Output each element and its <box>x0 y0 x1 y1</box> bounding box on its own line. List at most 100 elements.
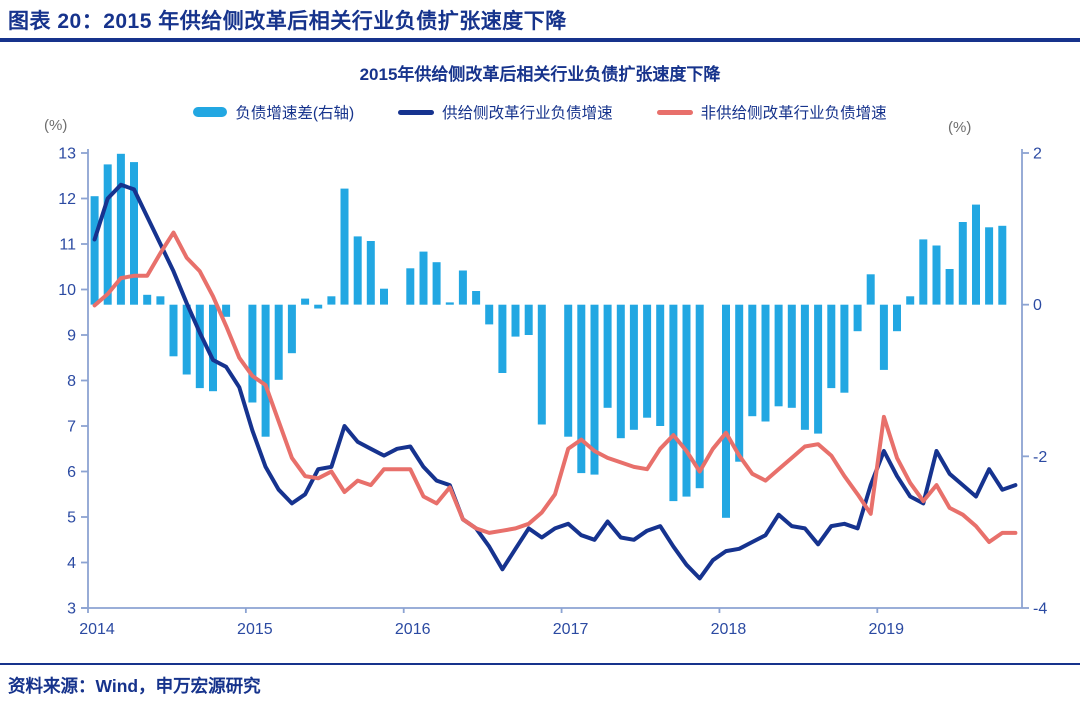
right-axis-tick-label: -2 <box>1033 449 1047 466</box>
bar-debt-growth-gap <box>774 304 783 407</box>
bar-debt-growth-gap <box>419 251 428 305</box>
bar-debt-growth-gap <box>577 304 586 474</box>
bar-debt-growth-gap <box>445 302 454 305</box>
right-axis-tick-label: 2 <box>1033 146 1042 163</box>
bar-debt-growth-gap <box>787 304 796 408</box>
legend-label: 负债增速差(右轴) <box>235 105 355 122</box>
bar-debt-growth-gap <box>195 304 204 389</box>
bar-debt-growth-gap <box>353 236 362 305</box>
bar-debt-growth-gap <box>564 304 573 437</box>
left-axis-tick-label: 12 <box>58 191 76 208</box>
bar-debt-growth-gap <box>537 304 546 425</box>
bar-debt-growth-gap <box>182 304 191 375</box>
bar-debt-growth-gap <box>643 304 652 418</box>
bar-debt-growth-gap <box>669 304 678 502</box>
bar-debt-growth-gap <box>827 304 836 389</box>
x-axis-tick-label: 2018 <box>711 621 747 638</box>
bar-debt-growth-gap <box>682 304 691 497</box>
left-axis-tick-label: 6 <box>67 464 76 481</box>
footer-rule <box>0 663 1080 665</box>
bar-debt-growth-gap <box>879 304 888 370</box>
bar-debt-growth-gap <box>143 294 152 305</box>
x-axis-tick-label: 2014 <box>79 621 115 638</box>
bar-debt-growth-gap <box>958 222 967 305</box>
legend-item-debt-growth-gap: 负债增速差(右轴) <box>193 101 354 123</box>
bar-debt-growth-gap <box>906 296 915 305</box>
chart-legend: 负债增速差(右轴) 供给侧改革行业负债增速 非供给侧改革行业负债增速 <box>0 101 1080 123</box>
bar-debt-growth-gap <box>800 304 809 430</box>
left-axis-tick-label: 7 <box>67 419 76 436</box>
bar-debt-growth-gap <box>274 304 283 380</box>
x-axis-tick-label: 2017 <box>553 621 589 638</box>
left-axis-tick-label: 9 <box>67 328 76 345</box>
bar-debt-growth-gap <box>985 227 994 305</box>
bar-debt-growth-gap <box>853 304 862 332</box>
left-axis-tick-label: 11 <box>59 237 76 254</box>
bar-debt-growth-gap <box>866 274 875 305</box>
left-axis-tick-label: 5 <box>67 510 76 527</box>
bar-debt-growth-gap <box>748 304 757 417</box>
legend-item-supply-side: 供给侧改革行业负债增速 <box>398 101 613 123</box>
bar-debt-growth-gap <box>340 188 349 305</box>
bar-debt-growth-gap <box>380 288 388 305</box>
bar-debt-growth-gap <box>222 304 231 317</box>
bar-debt-growth-gap <box>972 204 980 305</box>
header-rule <box>0 38 1080 42</box>
bar-debt-growth-gap <box>919 239 928 305</box>
legend-item-non-supply-side: 非供给侧改革行业负债增速 <box>656 101 887 123</box>
bar-debt-growth-gap <box>301 298 310 305</box>
bar-debt-growth-gap <box>524 304 533 335</box>
bar-debt-growth-gap <box>116 153 125 305</box>
bar-debt-growth-gap <box>209 304 217 392</box>
x-axis-tick-label: 2015 <box>237 621 273 638</box>
line-swatch-icon <box>656 109 693 115</box>
bar-debt-growth-gap <box>485 304 494 325</box>
bar-debt-growth-gap <box>998 225 1007 305</box>
bar-debt-growth-gap <box>656 304 665 426</box>
bar-debt-growth-gap <box>103 164 112 305</box>
bar-swatch-icon <box>193 107 228 117</box>
bar-debt-growth-gap <box>945 269 954 305</box>
bar-debt-growth-gap <box>130 162 138 305</box>
bar-debt-growth-gap <box>90 196 99 305</box>
legend-label: 非供给侧改革行业负债增速 <box>700 105 887 122</box>
bar-debt-growth-gap <box>248 304 257 403</box>
bar-debt-growth-gap <box>893 304 901 332</box>
line-supply-side <box>92 182 1018 581</box>
left-axis-tick-label: 4 <box>67 555 76 572</box>
source-note: 资料来源：Wind，申万宏源研究 <box>8 676 261 696</box>
right-axis-unit: (%) <box>948 119 972 136</box>
left-axis-tick-label: 8 <box>67 373 76 390</box>
bar-debt-growth-gap <box>735 304 744 462</box>
bar-debt-growth-gap <box>261 304 270 437</box>
legend-label: 供给侧改革行业负债增速 <box>442 105 613 122</box>
bar-debt-growth-gap <box>590 304 599 475</box>
line-swatch-icon <box>398 109 435 115</box>
right-axis-tick-label: 0 <box>1033 297 1042 314</box>
chart-title: 2015年供给侧改革后相关行业负债扩张速度下降 <box>359 65 721 84</box>
bar-debt-growth-gap <box>287 304 296 354</box>
bar-debt-growth-gap <box>472 291 481 305</box>
bar-debt-growth-gap <box>511 304 520 337</box>
bar-debt-growth-gap <box>840 304 849 393</box>
bar-debt-growth-gap <box>722 304 730 518</box>
bar-debt-growth-gap <box>695 304 704 489</box>
bar-debt-growth-gap <box>366 241 375 305</box>
left-axis-tick-label: 13 <box>58 146 76 163</box>
right-axis-tick-label: -4 <box>1033 601 1047 618</box>
x-axis-tick-label: 2019 <box>868 621 904 638</box>
bar-debt-growth-gap <box>156 296 165 305</box>
bar-debt-growth-gap <box>629 304 638 430</box>
left-axis-tick-label: 10 <box>58 282 76 299</box>
bar-debt-growth-gap <box>761 304 770 422</box>
bar-debt-growth-gap <box>458 270 467 305</box>
left-axis-unit: (%) <box>44 117 68 134</box>
bar-debt-growth-gap <box>432 262 441 305</box>
left-axis-tick-label: 3 <box>67 601 76 618</box>
bar-debt-growth-gap <box>327 296 336 305</box>
bar-debt-growth-gap <box>603 304 612 408</box>
bar-debt-growth-gap <box>406 268 415 305</box>
line-non-supply-side <box>92 230 1018 544</box>
